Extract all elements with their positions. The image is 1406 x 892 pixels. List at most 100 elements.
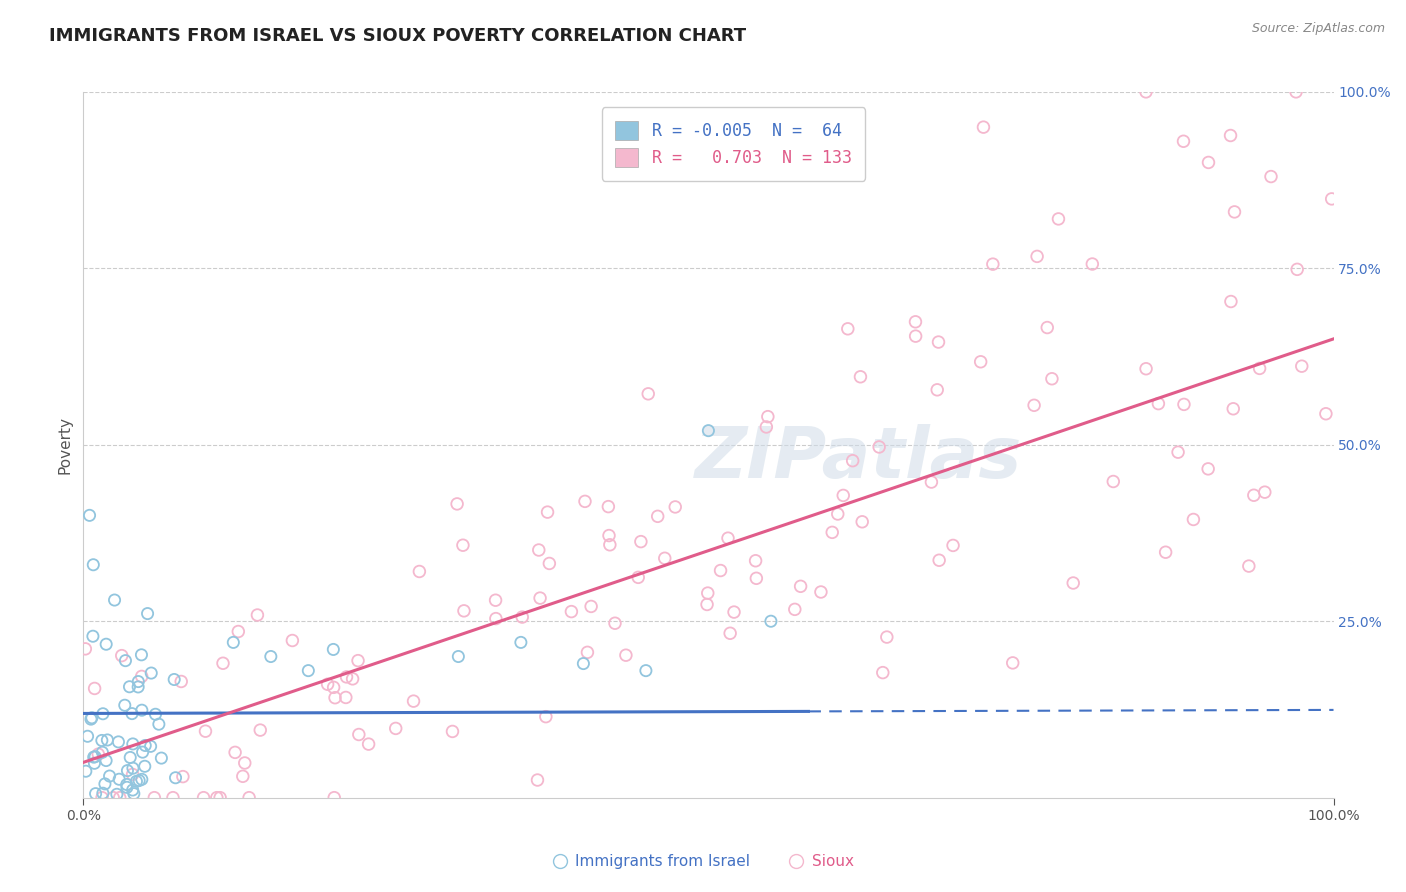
Point xyxy=(928,553,950,567)
Point xyxy=(560,605,582,619)
Point xyxy=(335,670,357,684)
Point xyxy=(342,672,364,686)
Point xyxy=(1249,361,1271,376)
Point xyxy=(316,677,339,691)
Point xyxy=(347,727,370,741)
Point xyxy=(233,756,256,770)
Point xyxy=(121,783,143,797)
Point xyxy=(172,770,194,784)
Point xyxy=(697,424,720,438)
Point xyxy=(579,599,602,614)
Point xyxy=(94,777,117,791)
Point xyxy=(80,711,103,725)
Point xyxy=(1237,559,1260,574)
Point xyxy=(115,780,138,795)
Point xyxy=(756,409,779,424)
Point xyxy=(526,772,548,787)
Point xyxy=(447,649,470,664)
Point xyxy=(1219,128,1241,143)
Point xyxy=(453,604,475,618)
Point xyxy=(75,764,97,779)
Point xyxy=(83,681,105,696)
Point xyxy=(451,538,474,552)
Point xyxy=(969,355,991,369)
Point xyxy=(654,551,676,566)
Legend: Immigrants from Israel, Sioux: Immigrants from Israel, Sioux xyxy=(547,848,859,875)
Point xyxy=(131,772,153,787)
Point xyxy=(150,751,173,765)
Point xyxy=(357,737,380,751)
Point xyxy=(634,664,657,678)
Point xyxy=(323,690,346,705)
Point xyxy=(80,712,103,726)
Point xyxy=(131,703,153,717)
Point xyxy=(402,694,425,708)
Point xyxy=(114,654,136,668)
Point xyxy=(755,420,778,434)
Point xyxy=(118,680,141,694)
Point xyxy=(84,787,107,801)
Point xyxy=(131,745,153,759)
Point xyxy=(249,723,271,737)
Point xyxy=(1102,475,1125,489)
Point xyxy=(627,570,650,584)
Point xyxy=(1291,359,1313,374)
Point xyxy=(1147,397,1170,411)
Point xyxy=(260,649,283,664)
Point xyxy=(527,543,550,558)
Text: Source: ZipAtlas.com: Source: ZipAtlas.com xyxy=(1251,22,1385,36)
Point xyxy=(84,749,107,764)
Point xyxy=(1040,372,1063,386)
Point xyxy=(717,531,740,545)
Point xyxy=(76,729,98,743)
Point xyxy=(122,761,145,775)
Point xyxy=(851,515,873,529)
Point xyxy=(1219,294,1241,309)
Point xyxy=(408,565,430,579)
Point xyxy=(841,453,863,467)
Point xyxy=(163,673,186,687)
Point xyxy=(745,571,768,585)
Point xyxy=(108,772,131,787)
Text: ZIPatlas: ZIPatlas xyxy=(695,425,1022,493)
Point xyxy=(904,329,927,343)
Point xyxy=(134,759,156,773)
Point xyxy=(599,538,621,552)
Point xyxy=(90,733,112,747)
Point xyxy=(484,593,506,607)
Point xyxy=(322,642,344,657)
Point xyxy=(1243,488,1265,502)
Point xyxy=(696,586,718,600)
Point xyxy=(91,786,114,800)
Point xyxy=(101,790,124,805)
Point xyxy=(1081,257,1104,271)
Point xyxy=(91,790,114,805)
Point xyxy=(121,767,143,781)
Point xyxy=(920,475,942,489)
Point xyxy=(212,657,235,671)
Point xyxy=(927,334,949,349)
Point xyxy=(827,507,849,521)
Point xyxy=(485,612,508,626)
Point xyxy=(942,538,965,552)
Legend: R = -0.005  N =  64, R =   0.703  N = 133: R = -0.005 N = 64, R = 0.703 N = 133 xyxy=(602,107,865,181)
Point xyxy=(117,764,139,778)
Point xyxy=(127,674,149,689)
Point xyxy=(91,745,114,759)
Point xyxy=(598,500,620,514)
Point xyxy=(1154,545,1177,559)
Point xyxy=(1197,462,1219,476)
Point xyxy=(82,558,104,572)
Point xyxy=(1173,134,1195,148)
Point xyxy=(647,509,669,524)
Point xyxy=(134,739,156,753)
Point xyxy=(136,607,159,621)
Point xyxy=(837,322,859,336)
Point xyxy=(1222,401,1244,416)
Point xyxy=(1036,320,1059,334)
Point xyxy=(1223,205,1246,219)
Point xyxy=(131,669,153,683)
Point xyxy=(115,777,138,791)
Point xyxy=(108,790,131,805)
Point xyxy=(821,525,844,540)
